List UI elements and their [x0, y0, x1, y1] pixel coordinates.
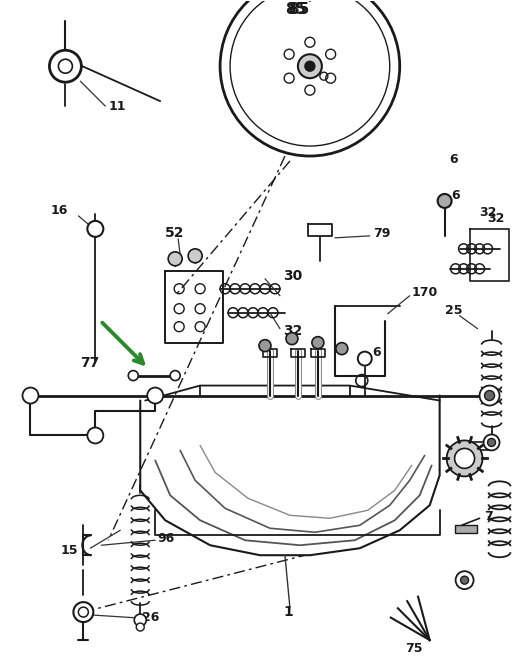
Text: 32: 32: [480, 207, 497, 219]
Circle shape: [286, 333, 298, 345]
Circle shape: [438, 194, 452, 208]
Circle shape: [480, 385, 499, 405]
Text: 15: 15: [61, 544, 78, 557]
Text: 7: 7: [484, 510, 493, 523]
Circle shape: [168, 252, 182, 266]
Text: 75: 75: [405, 642, 422, 655]
Circle shape: [134, 614, 146, 626]
Circle shape: [147, 387, 163, 403]
Text: 85: 85: [288, 2, 309, 16]
Text: 52: 52: [165, 226, 185, 240]
Text: 77: 77: [81, 356, 99, 370]
Text: 30: 30: [283, 269, 302, 282]
Text: 32: 32: [283, 323, 302, 338]
Circle shape: [305, 61, 315, 71]
Circle shape: [461, 576, 469, 584]
Circle shape: [22, 387, 39, 403]
Text: 26: 26: [142, 610, 160, 624]
Circle shape: [484, 391, 495, 401]
Circle shape: [454, 448, 474, 469]
Text: 6: 6: [372, 346, 380, 359]
Circle shape: [188, 249, 202, 263]
Circle shape: [259, 340, 271, 352]
Circle shape: [487, 438, 495, 446]
Text: 16: 16: [50, 205, 68, 217]
Circle shape: [336, 343, 348, 354]
Text: 170: 170: [412, 286, 438, 299]
Text: 85: 85: [285, 2, 306, 16]
Text: 6: 6: [450, 152, 458, 166]
Circle shape: [87, 221, 104, 237]
Text: 6: 6: [452, 189, 460, 203]
Text: 25: 25: [445, 304, 462, 317]
Circle shape: [358, 352, 372, 366]
Circle shape: [312, 337, 324, 348]
Circle shape: [447, 440, 483, 477]
Circle shape: [484, 434, 499, 450]
Text: 1: 1: [283, 605, 293, 619]
Bar: [454, 525, 476, 533]
Circle shape: [298, 54, 322, 78]
Text: 79: 79: [373, 227, 390, 240]
Circle shape: [170, 370, 180, 381]
Text: 32: 32: [487, 213, 505, 226]
Circle shape: [78, 607, 88, 617]
Text: 11: 11: [108, 100, 126, 113]
Circle shape: [73, 602, 93, 622]
Circle shape: [87, 428, 104, 444]
Circle shape: [456, 571, 473, 589]
Circle shape: [128, 370, 138, 381]
Text: 96: 96: [157, 532, 175, 544]
Circle shape: [137, 623, 144, 631]
